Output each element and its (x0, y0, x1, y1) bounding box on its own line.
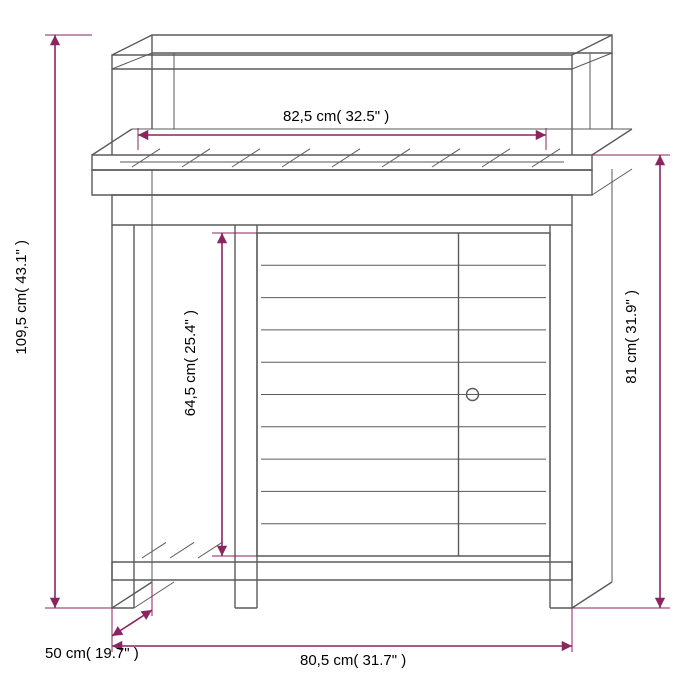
dim-right-mid: 81 cm( 31.9" ) (623, 290, 640, 384)
dim-left-full: 109,5 cm( 43.1" ) (13, 240, 30, 355)
dim-top-inner: 82,5 cm( 32.5" ) (283, 108, 389, 125)
dim-bot-width: 80,5 cm( 31.7" ) (300, 652, 406, 669)
dim-mid-door: 64,5 cm( 25.4" ) (182, 310, 199, 416)
dim-bot-depth: 50 cm( 19.7" ) (45, 645, 139, 662)
